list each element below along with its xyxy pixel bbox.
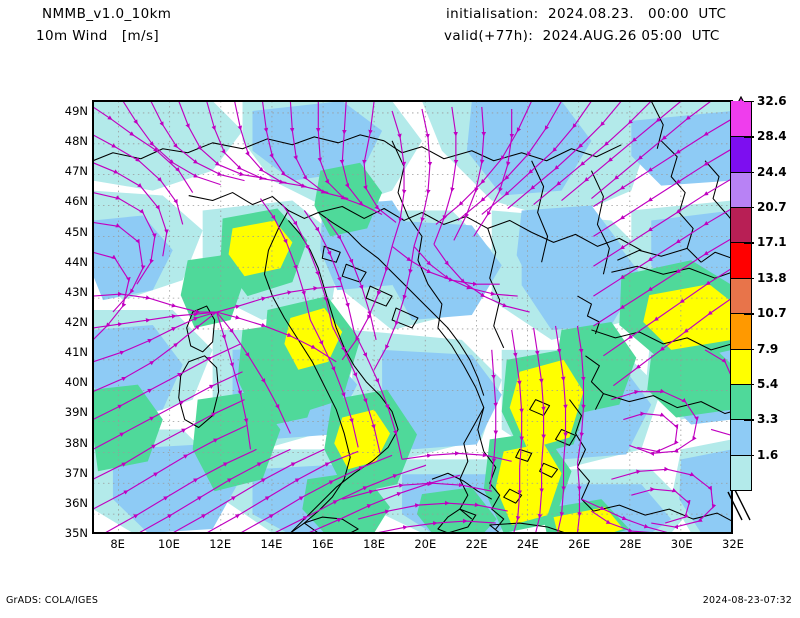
colorbar-tick xyxy=(744,242,754,244)
x-tick-label: 10E xyxy=(157,537,180,551)
x-tick-label: 8E xyxy=(110,537,125,551)
colorbar-band xyxy=(730,348,752,384)
colorbar-tick xyxy=(744,101,754,103)
colorbar-band xyxy=(730,101,752,137)
colorbar-tick xyxy=(744,419,754,421)
colorbar-tick xyxy=(744,454,754,457)
x-tick-label: 22E xyxy=(465,537,488,551)
colorbar-band xyxy=(730,454,752,490)
model-title: NMMB_v1.0_10km xyxy=(42,6,172,22)
valid-time: valid(+77h): 2024.AUG.26 05:00 UTC xyxy=(444,28,720,44)
x-tick-label: 20E xyxy=(414,537,437,551)
colorbar-label: 10.7 xyxy=(757,306,787,321)
colorbar-label: 17.1 xyxy=(757,235,787,250)
x-tick-label: 30E xyxy=(670,537,693,551)
colorbar-tick xyxy=(744,277,754,280)
colorbar-tick xyxy=(744,136,754,138)
colorbar-label: 28.4 xyxy=(757,129,787,144)
x-tick-label: 18E xyxy=(363,537,385,551)
render-timestamp: 2024-08-23-07:32 xyxy=(702,595,792,606)
colorbar-label: 7.9 xyxy=(757,341,779,356)
colorbar-tick xyxy=(744,348,754,350)
streamlines xyxy=(93,101,732,533)
colorbar-band xyxy=(730,136,752,172)
colorbar-tick xyxy=(744,171,754,174)
x-tick-label: 28E xyxy=(619,537,642,551)
colorbar-label: 3.3 xyxy=(757,412,779,427)
colorbar-label: 5.4 xyxy=(757,376,779,391)
colorbar-tick xyxy=(744,383,754,386)
grads-credit: GrADS: COLA/IGES xyxy=(6,595,99,606)
colorbar-label: 20.7 xyxy=(757,200,787,215)
x-tick-label: 32E xyxy=(722,537,744,551)
x-tick-label: 26E xyxy=(568,537,591,551)
colorbar-band xyxy=(730,313,752,349)
x-tick-label: 24E xyxy=(516,537,539,551)
colorbar-label: 24.4 xyxy=(757,164,787,179)
colorbar-band xyxy=(730,277,752,314)
colorbar-label: 13.8 xyxy=(757,270,787,285)
colorbar-band xyxy=(730,419,752,455)
field-title: 10m Wind [m/s] xyxy=(36,28,160,44)
colorbar-band xyxy=(730,171,752,208)
colorbar-band xyxy=(730,383,752,420)
colorbar-label: 32.6 xyxy=(757,94,787,108)
colorbar-tail-icon xyxy=(727,488,751,521)
x-tick-label: 14E xyxy=(260,537,283,551)
initialisation-time: initialisation: 2024.08.23. 00:00 UTC xyxy=(446,6,727,22)
x-tick-label: 12E xyxy=(209,537,232,551)
wind-speed-colorbar[interactable] xyxy=(730,101,752,491)
map-canvas xyxy=(93,101,732,533)
colorbar-label: 1.6 xyxy=(757,447,779,462)
x-tick-label: 16E xyxy=(311,537,334,551)
wind-speed-map[interactable] xyxy=(92,100,733,534)
colorbar-tick xyxy=(744,313,754,315)
colorbar-tick xyxy=(744,207,754,209)
colorbar-band xyxy=(730,207,752,243)
colorbar-band xyxy=(730,242,752,278)
